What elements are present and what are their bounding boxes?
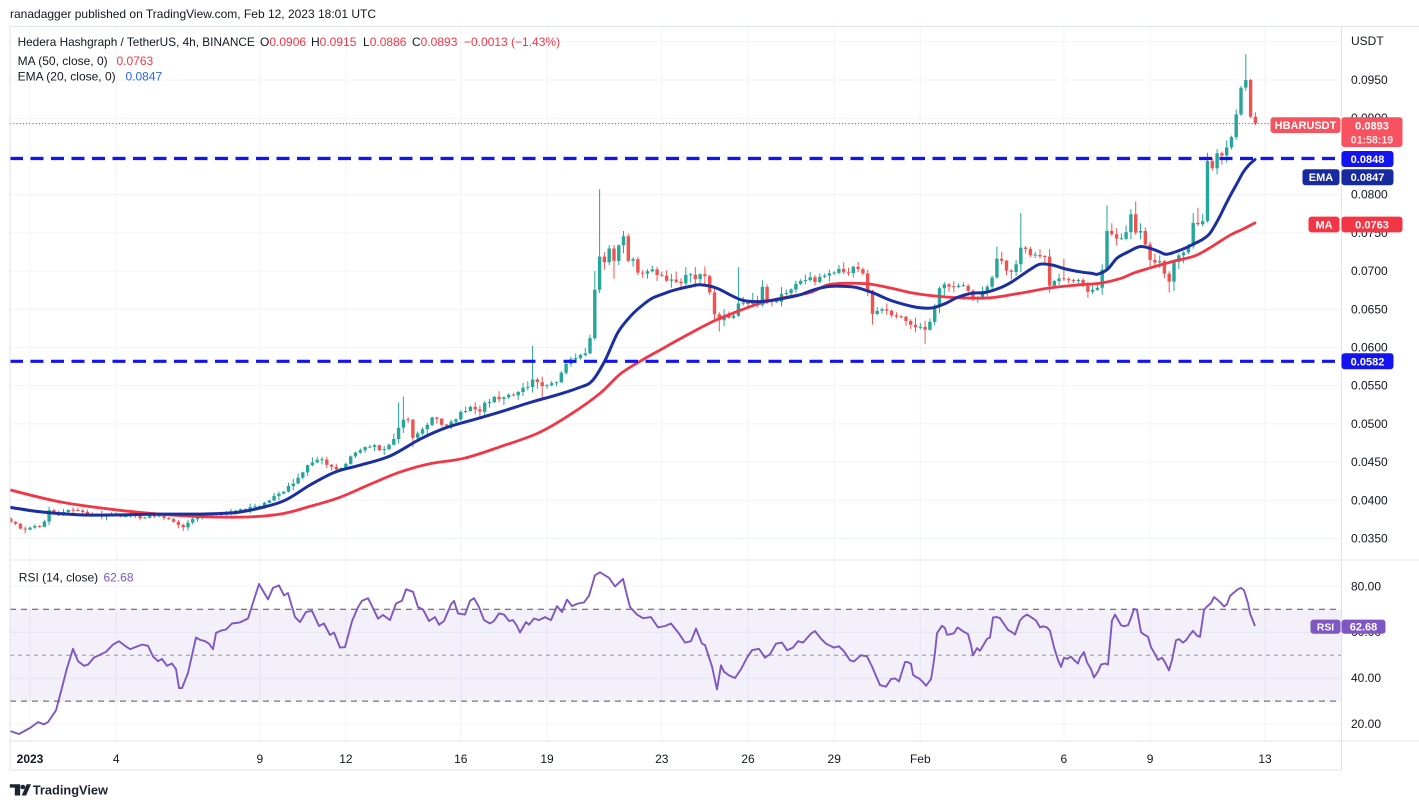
svg-text:0.0763: 0.0763 [1355, 220, 1389, 232]
svg-text:0.0500: 0.0500 [1351, 417, 1388, 431]
svg-text:0.0700: 0.0700 [1351, 264, 1388, 278]
svg-text:40.00: 40.00 [1351, 671, 1381, 685]
svg-text:RSI: RSI [1317, 623, 1334, 634]
svg-text:H0.0915: H0.0915 [311, 35, 357, 49]
svg-text:12: 12 [339, 752, 353, 766]
svg-text:4: 4 [113, 752, 120, 766]
svg-text:23: 23 [655, 752, 669, 766]
svg-text:0.0848: 0.0848 [1351, 154, 1385, 166]
svg-text:USDT: USDT [1351, 34, 1384, 48]
svg-text:O0.0906: O0.0906 [260, 35, 306, 49]
svg-text:RSI (14, close): RSI (14, close) [19, 571, 98, 585]
svg-text:0.0550: 0.0550 [1351, 379, 1388, 393]
svg-text:0.0400: 0.0400 [1351, 493, 1388, 507]
svg-text:0.0350: 0.0350 [1351, 532, 1388, 546]
svg-text:0.0847: 0.0847 [126, 70, 163, 84]
svg-text:C0.0893: C0.0893 [412, 35, 458, 49]
svg-text:0.0450: 0.0450 [1351, 455, 1388, 469]
svg-text:0.0763: 0.0763 [117, 54, 154, 68]
svg-text:29: 29 [828, 752, 842, 766]
svg-text:EMA: EMA [1309, 172, 1334, 184]
svg-text:0.0950: 0.0950 [1351, 73, 1388, 87]
svg-text:19: 19 [540, 752, 554, 766]
svg-text:0.0893: 0.0893 [1355, 120, 1389, 132]
svg-text:0.0582: 0.0582 [1351, 356, 1385, 368]
svg-text:20.00: 20.00 [1351, 717, 1381, 731]
svg-text:9: 9 [1147, 752, 1154, 766]
svg-text:0.0800: 0.0800 [1351, 188, 1388, 202]
svg-text:TradingView: TradingView [33, 783, 108, 798]
svg-text:62.68: 62.68 [104, 571, 134, 585]
svg-text:MA (50, close, 0): MA (50, close, 0) [18, 54, 108, 68]
svg-text:80.00: 80.00 [1351, 579, 1381, 593]
svg-text:16: 16 [454, 752, 468, 766]
svg-text:Feb: Feb [910, 752, 931, 766]
svg-text:L0.0886: L0.0886 [363, 35, 407, 49]
svg-text:9: 9 [256, 752, 263, 766]
svg-text:−0.0013 (−1.43%): −0.0013 (−1.43%) [464, 35, 560, 49]
svg-text:MA: MA [1315, 220, 1332, 232]
svg-text:01:58:19: 01:58:19 [1351, 135, 1394, 147]
svg-text:0.0600: 0.0600 [1351, 341, 1388, 355]
svg-text:6: 6 [1061, 752, 1068, 766]
svg-text:Hedera Hashgraph / TetherUS, 4: Hedera Hashgraph / TetherUS, 4h, BINANCE [18, 35, 255, 49]
svg-text:13: 13 [1258, 752, 1272, 766]
svg-text:0.0847: 0.0847 [1351, 172, 1385, 184]
svg-text:0.0650: 0.0650 [1351, 302, 1388, 316]
svg-text:ranadagger published on Tradin: ranadagger published on TradingView.com,… [10, 7, 376, 21]
svg-text:HBARUSDT: HBARUSDT [1275, 120, 1337, 132]
svg-text:26: 26 [741, 752, 755, 766]
svg-text:2023: 2023 [17, 752, 44, 766]
svg-text:62.68: 62.68 [1350, 622, 1378, 634]
svg-text:EMA (20, close, 0): EMA (20, close, 0) [18, 70, 116, 84]
